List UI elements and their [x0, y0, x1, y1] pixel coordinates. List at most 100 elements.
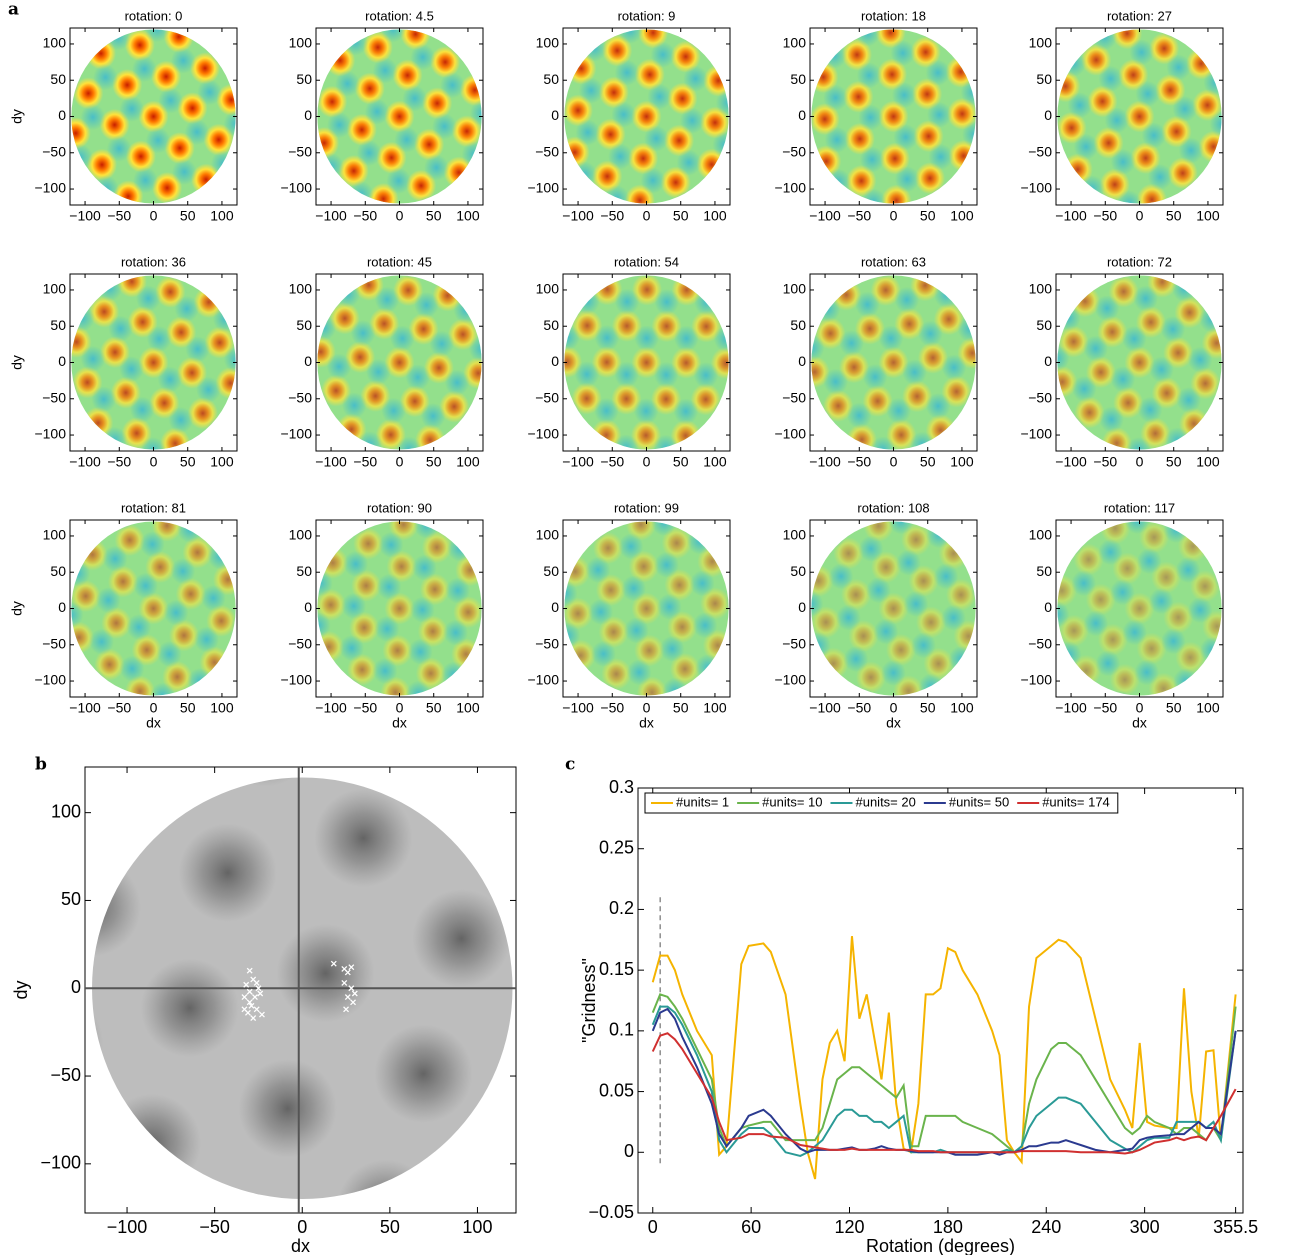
blob	[886, 418, 917, 450]
blob	[210, 150, 236, 177]
blob	[713, 325, 729, 352]
scatter-point	[246, 967, 253, 974]
x-tick-label: 50	[426, 208, 442, 224]
heatmap	[317, 521, 482, 696]
x-tick-label: 100	[456, 700, 480, 716]
y-tick-label: −50	[1028, 143, 1052, 159]
blob	[317, 83, 323, 110]
blob	[894, 166, 920, 193]
blob	[601, 658, 632, 690]
blob	[1176, 387, 1202, 414]
y-tick-label: 0	[624, 1141, 634, 1161]
y-tick-label: 100	[289, 281, 313, 297]
scatter-point	[350, 999, 357, 1006]
blob	[380, 29, 406, 43]
blob	[174, 295, 200, 322]
blob	[71, 305, 95, 332]
blob	[602, 34, 633, 67]
blob	[460, 408, 482, 435]
x-tick-label: 100	[210, 454, 234, 470]
y-tick-label: 0	[71, 977, 81, 997]
blob	[1087, 85, 1118, 118]
blob	[335, 70, 360, 97]
y-tick-label: 0	[304, 353, 312, 369]
x-tick-label: 50	[180, 454, 196, 470]
blob	[351, 569, 382, 602]
blob	[828, 563, 854, 590]
blob	[276, 924, 375, 1023]
x-tick-label: −50	[1093, 454, 1117, 470]
x-tick-label: 100	[950, 700, 974, 716]
blob	[1215, 377, 1222, 404]
blob	[1118, 58, 1149, 91]
blob	[1203, 69, 1222, 96]
blob	[339, 634, 365, 662]
blob	[690, 383, 721, 416]
blob	[415, 657, 446, 690]
y-tick-label: 100	[536, 281, 560, 297]
blob	[654, 288, 680, 315]
blob	[1163, 521, 1189, 543]
blob	[960, 79, 976, 106]
blob	[618, 533, 644, 560]
blob	[405, 364, 431, 391]
y-tick-label: −50	[535, 389, 559, 405]
heatmap	[92, 777, 513, 1199]
blob	[443, 619, 469, 646]
y-tick-label: −100	[774, 672, 806, 688]
blob	[1135, 80, 1161, 107]
x-tick-label: 100	[950, 454, 974, 470]
blob	[947, 97, 976, 130]
blob	[896, 549, 921, 576]
blob	[710, 347, 729, 380]
blob	[163, 29, 194, 53]
blob	[353, 527, 384, 560]
heatmap	[1057, 29, 1222, 204]
blob	[564, 345, 583, 378]
blob	[133, 572, 158, 599]
axes-frame	[1055, 27, 1224, 206]
heatmap	[564, 29, 729, 204]
blob	[197, 79, 222, 106]
y-tick-label: 0.05	[599, 1080, 634, 1100]
blob	[146, 325, 172, 353]
blob	[207, 543, 233, 570]
blob	[918, 320, 943, 347]
blob	[928, 143, 954, 170]
blob	[575, 288, 600, 315]
scatter-point	[255, 985, 262, 992]
x-tick-label: 50	[920, 454, 936, 470]
x-tick-label: 0	[1136, 454, 1144, 470]
blob	[321, 374, 352, 407]
blob	[317, 588, 346, 621]
blob	[659, 635, 685, 662]
blob	[80, 104, 106, 131]
y-tick-label: 50	[1036, 317, 1052, 333]
blob	[441, 661, 467, 688]
blob	[414, 521, 439, 539]
blob	[862, 385, 893, 418]
blob	[1071, 570, 1097, 597]
x-tick-label: −100	[1055, 208, 1087, 224]
blob	[591, 346, 622, 379]
x-tick-label: −50	[353, 454, 377, 470]
x-tick-label: 50	[673, 454, 689, 470]
axes-frame	[1055, 519, 1224, 698]
x-tick-label: 50	[180, 700, 196, 716]
blob	[903, 590, 929, 617]
x-tick-label: −100	[809, 454, 841, 470]
blob	[1112, 29, 1143, 50]
blob	[440, 72, 465, 99]
heatmap	[71, 29, 236, 204]
blob	[150, 682, 175, 696]
y-tick-label: −100	[527, 426, 559, 442]
x-tick-label: 120	[834, 1217, 864, 1237]
blob	[336, 1159, 435, 1199]
blob	[1121, 325, 1147, 352]
x-tick-label: 100	[703, 700, 727, 716]
x-tick-label: 50	[1166, 700, 1182, 716]
x-tick-label: −100	[69, 700, 101, 716]
x-tick-label: −100	[562, 700, 594, 716]
x-tick-label: 50	[380, 1217, 400, 1237]
